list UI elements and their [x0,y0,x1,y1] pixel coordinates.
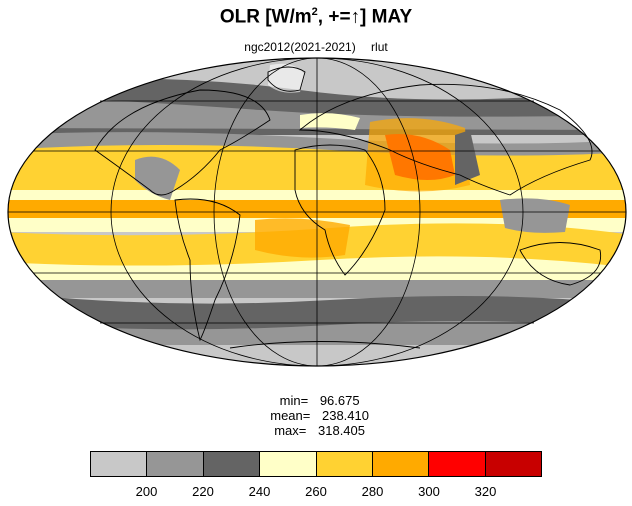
map-title: OLR [W/m2, +=↑] MAY [0,6,632,28]
mean-stat: mean= 238.410 [266,408,373,423]
band-itcz-edge-n [8,190,626,200]
colorbar-labels: 200 220 240 260 280 300 320 [90,484,542,500]
mean-label: mean= [270,408,311,423]
colorbar-tick-label: 280 [361,484,384,499]
colorbar [90,451,542,477]
min-label: min= [279,393,309,408]
min-value: 96.675 [319,393,360,408]
colorbar-tick-label: 240 [248,484,271,499]
title-text: OLR [W/m [219,6,312,28]
region-mexico-cloud [135,156,180,200]
mean-value: 238.410 [321,408,369,423]
region-south-atlantic [255,218,350,258]
region-tibet [455,130,480,185]
colorbar-tick-label: 260 [305,484,327,499]
band-south-subtropics-edge [8,256,626,280]
north-america-outline [94,89,271,196]
max-stat: max= 318.405 [270,423,369,438]
map-subtitle: ngc2012(2021-2021) rlut [0,40,632,54]
africa-outline [294,144,386,276]
globe-boundary [7,57,627,367]
region-maritime-continent [500,198,570,233]
min-stat: min= 96.675 [276,393,364,408]
title-rest: , +=↑] MAY [317,6,413,28]
greenland-outline [267,66,306,92]
colorbar-swatch [316,452,373,476]
australia-outline [519,242,602,286]
colorbar-swatch [260,452,317,476]
colorbar-swatch [203,452,261,476]
band-south-polar-edge [8,321,626,345]
region-sahara-warm [365,118,470,192]
colorbar-tick-label: 320 [474,484,497,499]
title-superscript: 2 [311,6,318,18]
colorbar-swatch [372,452,430,476]
south-america-outline [174,198,241,342]
eurasia-outline [298,83,593,196]
colorbar-swatch [485,452,541,476]
region-mediterranean [300,113,360,130]
stats-line: min= 96.675 mean= 238.410 max= 318.405 [0,378,632,438]
band-south-storm [8,292,626,330]
colorbar-swatch [147,452,204,476]
max-label: max= [274,423,307,438]
colorbar-tick-label: 220 [192,484,214,499]
subtitle-case: ngc2012(2021-2021) [244,40,356,54]
band-north-midlat-mid [8,95,626,130]
colorbar-tick-label: 200 [135,484,158,499]
region-greenland [268,63,305,93]
band-polar-north [8,58,626,98]
band-south-midlat [8,280,626,298]
subtitle-variable: rlut [371,40,388,54]
coastlines [94,66,602,349]
colorbar-swatch [429,452,486,476]
max-value: 318.405 [318,423,365,438]
colorbar-swatch [91,452,148,476]
colorbar-tick-label: 300 [418,484,440,499]
antarctica-outline [229,341,421,349]
